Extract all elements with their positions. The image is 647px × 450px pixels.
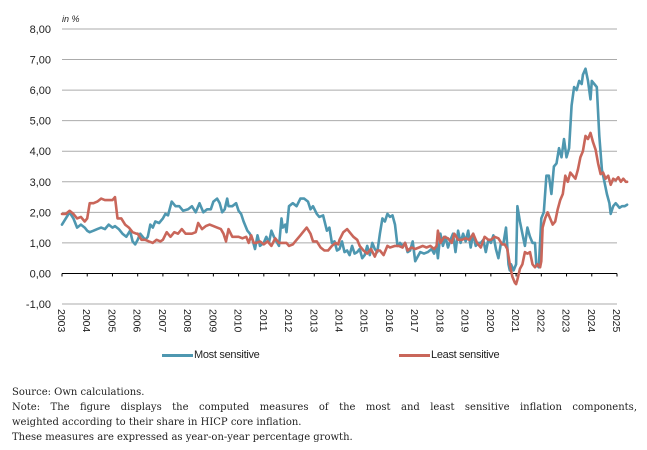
x-tick-label: 2003	[55, 309, 67, 333]
y-tick-label: 3,00	[30, 177, 51, 189]
legend-label-least-sensitive: Least sensitive	[431, 349, 500, 361]
x-tick-label: 2021	[509, 309, 521, 333]
y-tick-label: 0,00	[30, 268, 51, 280]
x-axis-tick-labels: 2003 2004 2005 2006 2007 2008 2009 2010 2011 2012…	[55, 309, 622, 333]
y-tick-label: 8,00	[30, 24, 51, 36]
series-lines	[60, 67, 629, 286]
x-tick-label: 2017	[408, 309, 420, 333]
x-tick-label: 2009	[206, 309, 218, 333]
y-axis-tick-labels: 8,00 7,00 6,00 5,00 4,00 3,00 2,00 1,00 0,00 -1,0…	[26, 24, 51, 311]
legend-item-least-sensitive: Least sensitive	[399, 349, 500, 361]
legend-swatch-most-sensitive	[162, 353, 193, 357]
x-tick-label: 2004	[80, 309, 92, 333]
legend-label-most-sensitive: Most sensitive	[194, 349, 260, 361]
x-tick-label: 2005	[105, 309, 117, 333]
x-tick-label: 2019	[459, 309, 471, 333]
note-line-3: These measures are expressed as year-on-…	[12, 432, 353, 443]
legend-swatch-least-sensitive	[399, 353, 430, 357]
x-tick-label: 2016	[383, 309, 395, 333]
y-tick-label: 4,00	[30, 146, 51, 158]
x-tick-label: 2020	[484, 309, 496, 333]
chart-notes: Source: Own calculations. Note: The figu…	[12, 385, 637, 445]
series-line-least-sensitive	[60, 131, 629, 286]
y-tick-label: 2,00	[30, 207, 51, 219]
note-line-2: weighted according to their share in HIC…	[12, 417, 302, 428]
gridlines	[62, 28, 617, 305]
y-tick-label: 5,00	[30, 116, 51, 128]
x-tick-label: 2015	[358, 309, 370, 333]
y-tick-label: 1,00	[30, 238, 51, 250]
x-axis	[61, 272, 618, 277]
x-tick-label: 2010	[232, 309, 244, 333]
x-tick-label: 2022	[534, 309, 546, 333]
series-line-most-sensitive	[60, 67, 629, 272]
x-tick-label: 2007	[156, 309, 168, 333]
x-tick-label: 2014	[333, 309, 345, 333]
y-tick-label: 6,00	[30, 85, 51, 97]
x-tick-label: 2023	[560, 309, 572, 333]
x-tick-label: 2024	[585, 309, 597, 333]
x-tick-label: 2025	[610, 309, 622, 333]
legend-item-most-sensitive: Most sensitive	[162, 349, 260, 361]
y-tick-label: 7,00	[30, 55, 51, 67]
x-tick-label: 2006	[131, 309, 143, 333]
source-note: Source: Own calculations.	[12, 387, 145, 398]
x-tick-label: 2018	[433, 309, 445, 333]
note-line-1: Note: The figure displays the computed m…	[12, 402, 637, 413]
y-tick-label: -1,00	[26, 299, 51, 311]
x-tick-label: 2008	[181, 309, 193, 333]
x-tick-label: 2011	[257, 309, 269, 332]
x-tick-label: 2012	[282, 309, 294, 333]
unit-label: in %	[62, 14, 80, 24]
chart: 8,00 7,00 6,00 5,00 4,00 3,00 2,00 1,00 0,00 -1,0…	[26, 14, 629, 333]
x-tick-label: 2013	[307, 309, 319, 333]
